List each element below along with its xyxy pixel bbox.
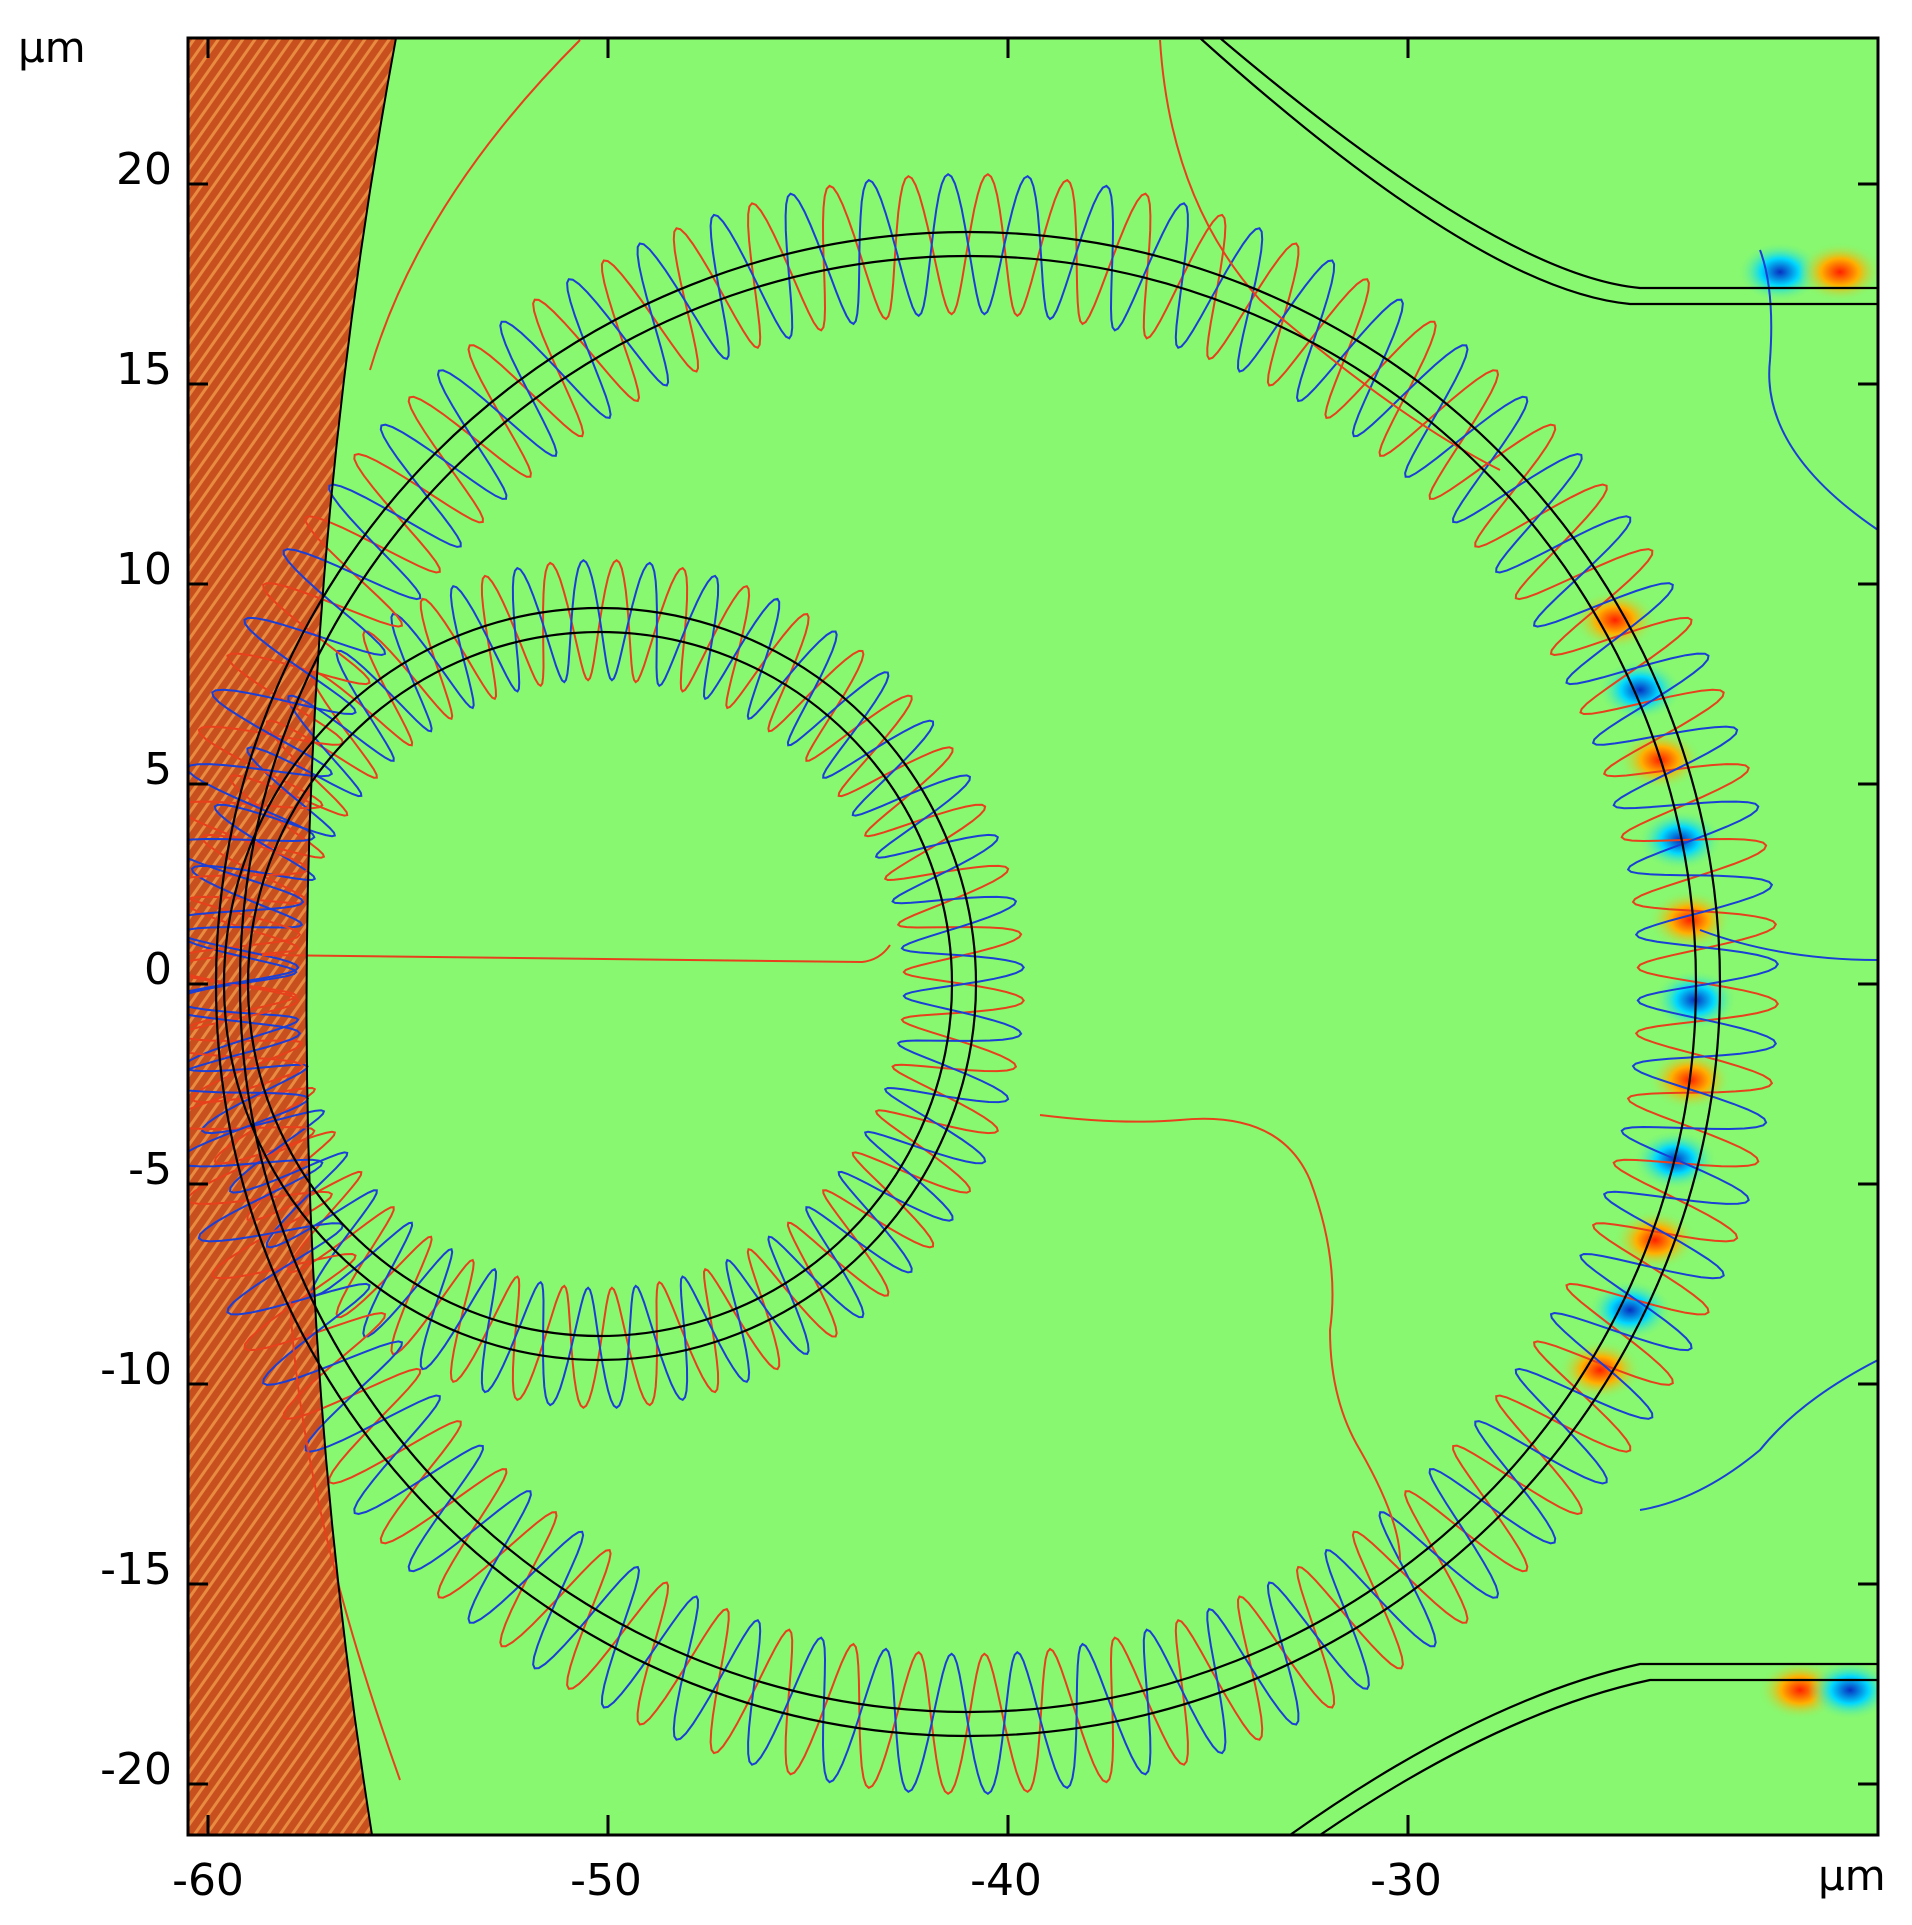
field-line [1639,1359,1878,1511]
y-axis-unit: μm [18,23,86,72]
negative-contour [188,172,1780,1796]
axis-ticks [188,38,1878,1835]
x-axis-unit: μm [1818,1851,1886,1900]
field-contours [188,39,1878,1796]
ring-outer-edge [214,230,1722,1738]
top-bus-edge [1219,38,1878,290]
x-tick-labels: -60 -50 -40 -30 [172,1855,1442,1906]
field-hot-spot [1573,590,1657,650]
field-line [1159,39,1501,471]
field-line [1039,1114,1401,1561]
field-line [261,944,891,964]
y-tick-label: 10 [116,544,172,595]
x-tick-label: -40 [970,1855,1042,1906]
y-tick-label: 15 [116,344,172,395]
waveguides [214,38,1878,1835]
y-tick-label: -15 [100,1544,172,1595]
field-background [188,38,1878,1835]
field-hot-spot [1798,242,1878,302]
y-tick-label: 0 [144,944,172,995]
bottom-bus-edge [1289,1662,1878,1835]
top-bus-edge [1199,38,1878,306]
ring-inner-edge [238,254,1698,1714]
field-hot-spot [1613,1210,1697,1270]
x-tick-label: -50 [570,1855,642,1906]
field-line [289,1299,401,1781]
pml-boundary [305,38,397,1835]
y-tick-label: -10 [100,1344,172,1395]
plot-frame [186,36,1880,1837]
y-tick-label: 20 [116,144,172,195]
y-tick-labels: 20 15 10 5 0 -5 -10 -15 -20 [100,144,172,1795]
y-tick-label: 5 [144,744,172,795]
y-tick-label: -20 [100,1744,172,1795]
ring-inner-edge [246,630,954,1338]
field-cold-spot [1808,1660,1878,1720]
field-line [1759,249,1878,531]
ring-outer-edge [222,606,978,1362]
negative-contour [188,559,1025,1409]
x-tick-label: -30 [1370,1855,1442,1906]
bottom-bus-edge [1319,1678,1878,1835]
x-tick-label: -60 [172,1855,244,1906]
field-line [369,39,581,371]
pml-edge-band [188,38,396,1835]
field-cold-spot [1598,660,1682,720]
y-tick-label: -5 [128,1144,172,1195]
